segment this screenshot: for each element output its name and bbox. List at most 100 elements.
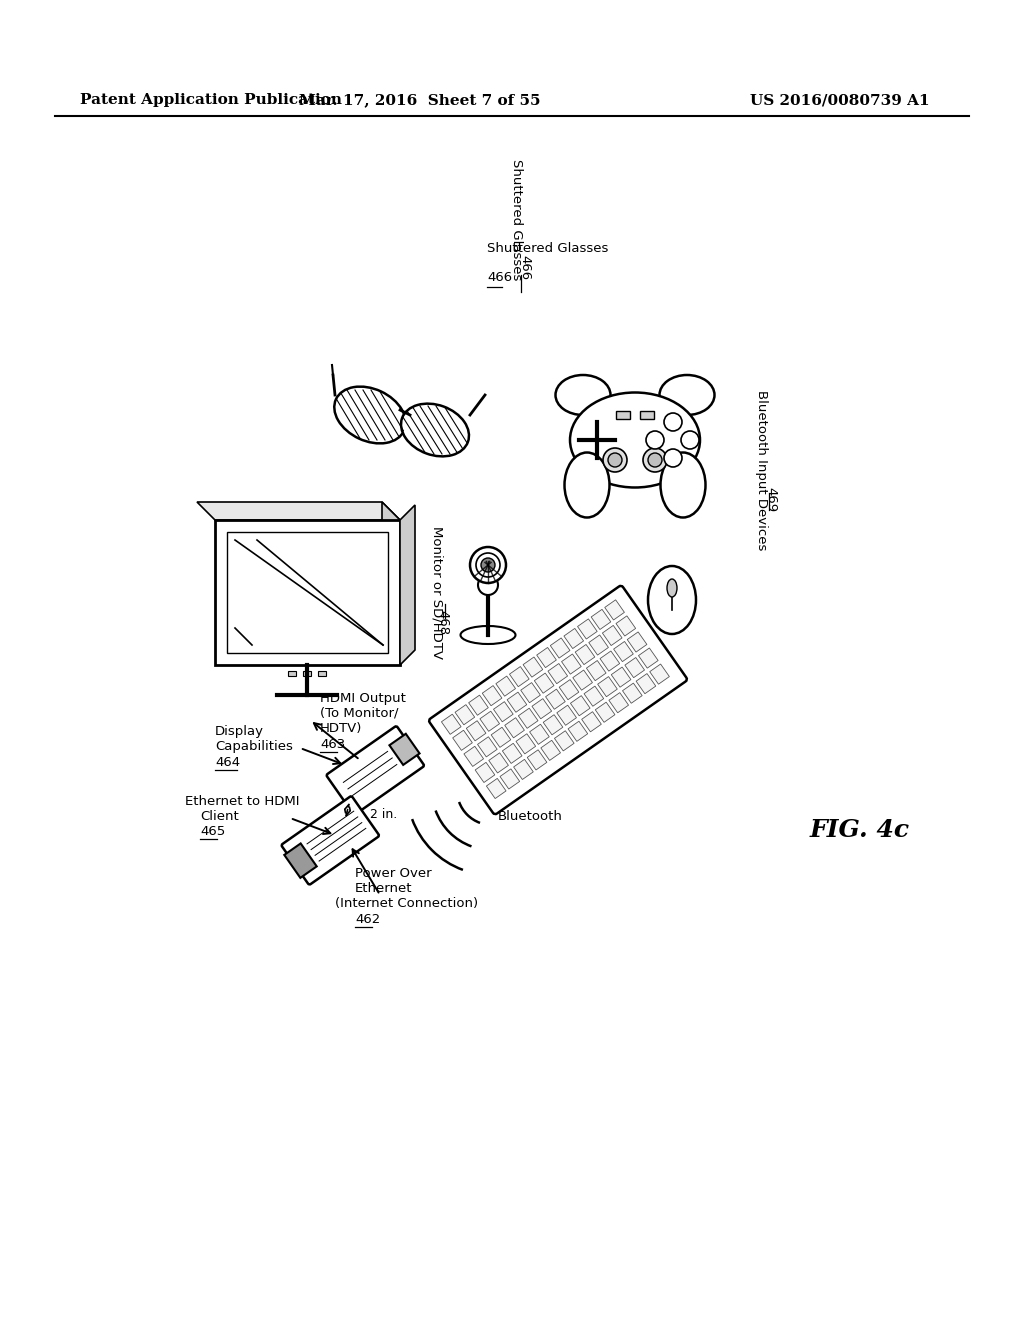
Text: Bluetooth Input Devices: Bluetooth Input Devices (755, 389, 768, 550)
Bar (521, 682, 541, 702)
Bar (591, 610, 610, 630)
Text: Ethernet: Ethernet (355, 882, 413, 895)
Polygon shape (400, 506, 415, 665)
Bar (215, 520, 400, 665)
Bar (611, 667, 631, 688)
Text: FIG. 4c: FIG. 4c (810, 818, 910, 842)
Bar (303, 671, 311, 676)
Circle shape (478, 576, 498, 595)
Bar (578, 619, 597, 639)
Text: 469: 469 (765, 487, 777, 512)
Bar (477, 737, 498, 756)
Bar (600, 651, 620, 671)
Text: 466: 466 (487, 271, 512, 284)
Bar (541, 741, 560, 760)
Bar (389, 734, 420, 764)
Text: 468: 468 (436, 610, 450, 635)
Bar (561, 653, 582, 675)
Bar (482, 685, 502, 706)
Ellipse shape (461, 626, 515, 644)
Ellipse shape (648, 566, 696, 634)
Bar (636, 673, 655, 694)
Bar (640, 411, 654, 418)
Ellipse shape (660, 453, 706, 517)
Bar (507, 692, 526, 713)
Bar (602, 626, 622, 645)
Bar (503, 743, 522, 763)
Bar (441, 714, 461, 734)
Bar (496, 676, 515, 696)
Text: Shuttered Glasses: Shuttered Glasses (487, 242, 608, 255)
FancyBboxPatch shape (429, 586, 687, 814)
Circle shape (664, 413, 682, 432)
Ellipse shape (555, 375, 610, 414)
Bar (505, 718, 524, 738)
Bar (523, 657, 543, 677)
Text: Power Over: Power Over (355, 867, 432, 880)
Bar (550, 638, 570, 659)
Circle shape (481, 558, 495, 572)
Bar (318, 671, 326, 676)
FancyBboxPatch shape (327, 726, 424, 814)
Bar (529, 725, 549, 744)
Bar (548, 664, 567, 684)
Text: Monitor or SD/HDTV: Monitor or SD/HDTV (430, 525, 443, 659)
Circle shape (646, 432, 664, 449)
Bar (570, 696, 590, 715)
Text: 466: 466 (518, 255, 531, 280)
Bar (288, 671, 296, 676)
Bar (598, 677, 617, 697)
Text: 463: 463 (319, 738, 345, 751)
Polygon shape (382, 502, 400, 665)
Bar (480, 711, 500, 731)
Text: 465: 465 (200, 825, 225, 838)
Ellipse shape (401, 404, 469, 457)
Bar (609, 693, 629, 713)
Bar (616, 616, 636, 636)
Text: Capabilities: Capabilities (215, 741, 293, 752)
Bar (537, 648, 556, 668)
Bar (557, 705, 577, 725)
Bar (546, 689, 565, 709)
Bar (649, 664, 670, 684)
Bar (475, 763, 495, 783)
Text: Shuttered Glasses: Shuttered Glasses (510, 158, 523, 280)
Polygon shape (197, 502, 400, 520)
Text: HDTV): HDTV) (319, 722, 362, 735)
Bar (564, 628, 584, 648)
Bar (492, 727, 511, 747)
Bar (584, 686, 604, 706)
Bar (625, 657, 644, 677)
Circle shape (681, 432, 699, 449)
Text: Client: Client (200, 810, 239, 822)
Text: 2 in.: 2 in. (370, 808, 397, 821)
Bar (554, 731, 574, 751)
Circle shape (648, 453, 662, 467)
Bar (582, 711, 601, 731)
Text: 462: 462 (355, 913, 380, 927)
Bar (595, 702, 615, 722)
Ellipse shape (334, 387, 406, 444)
Bar (453, 730, 472, 750)
Text: US 2016/0080739 A1: US 2016/0080739 A1 (750, 94, 930, 107)
Text: Display: Display (215, 725, 264, 738)
Ellipse shape (667, 579, 677, 597)
Bar (514, 759, 534, 780)
Bar (623, 684, 642, 704)
Bar (494, 702, 513, 722)
Circle shape (476, 553, 500, 577)
Text: Patent Application Publication: Patent Application Publication (80, 94, 342, 107)
Bar (516, 734, 536, 754)
Circle shape (608, 453, 622, 467)
Ellipse shape (659, 375, 715, 414)
Bar (535, 673, 554, 693)
Bar (486, 779, 506, 799)
Text: Mar. 17, 2016  Sheet 7 of 55: Mar. 17, 2016 Sheet 7 of 55 (299, 94, 541, 107)
Bar (285, 843, 316, 878)
Ellipse shape (570, 392, 700, 487)
Bar (455, 705, 475, 725)
Bar (466, 721, 486, 741)
Bar (510, 667, 529, 686)
Bar (587, 660, 606, 681)
Bar (605, 599, 625, 620)
